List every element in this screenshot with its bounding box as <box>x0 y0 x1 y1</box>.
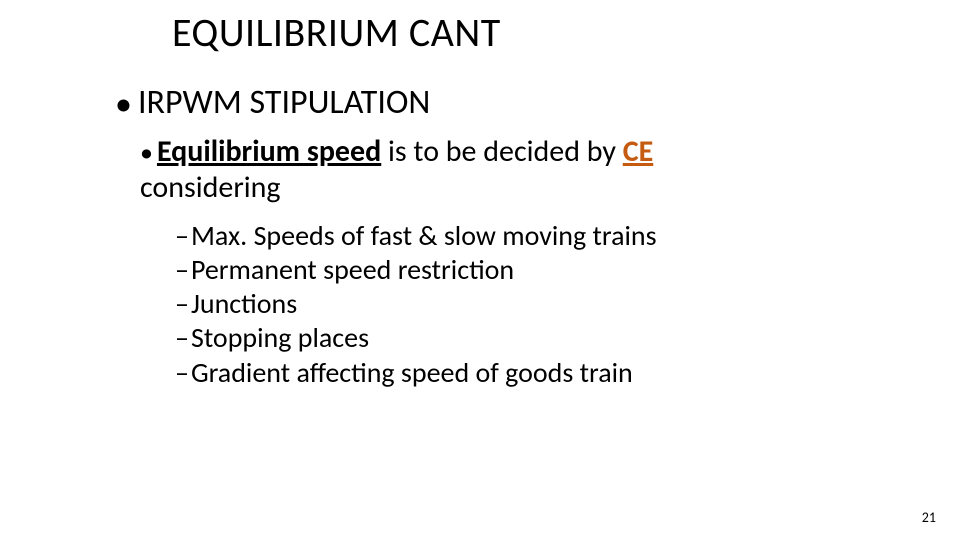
dash-icon: – <box>175 218 189 253</box>
list-item: –Permanent speed restriction <box>175 253 657 287</box>
level2-line: •Equilibrium speed is to be decided by C… <box>140 134 860 206</box>
equilibrium-speed-label: Equilibrium speed <box>157 133 381 170</box>
list-item: –Stopping places <box>175 321 657 355</box>
list-item-text: Stopping places <box>191 320 369 355</box>
dash-icon: – <box>175 252 189 287</box>
list-item-text: Permanent speed restriction <box>191 252 514 287</box>
level2-mid-text: is to be decided by <box>381 133 622 170</box>
ce-label: CE <box>623 133 654 170</box>
level1-text: IRPWM STIPULATION <box>138 82 430 123</box>
level1-bullet-row: • IRPWM STIPULATION <box>115 82 430 123</box>
bullet-icon: • <box>115 88 132 122</box>
list-item-text: Junctions <box>191 286 297 321</box>
list-item: –Junctions <box>175 287 657 321</box>
dash-icon: – <box>175 286 189 321</box>
bullet-icon: • <box>140 136 153 168</box>
slide-title: EQUILIBRIUM CANT <box>172 8 501 57</box>
list-item-text: Max. Speeds of fast & slow moving trains <box>191 218 657 253</box>
dash-icon: – <box>175 320 189 355</box>
page-number: 21 <box>922 509 936 526</box>
list-item: –Max. Speeds of fast & slow moving train… <box>175 219 657 253</box>
list-item: –Gradient affecting speed of goods train <box>175 356 657 390</box>
level2-tail-text: considering <box>140 169 281 206</box>
list-item-text: Gradient affecting speed of goods train <box>191 355 633 390</box>
slide-container: EQUILIBRIUM CANT • IRPWM STIPULATION •Eq… <box>0 0 960 540</box>
dash-icon: – <box>175 355 189 390</box>
level3-list: –Max. Speeds of fast & slow moving train… <box>175 219 657 390</box>
